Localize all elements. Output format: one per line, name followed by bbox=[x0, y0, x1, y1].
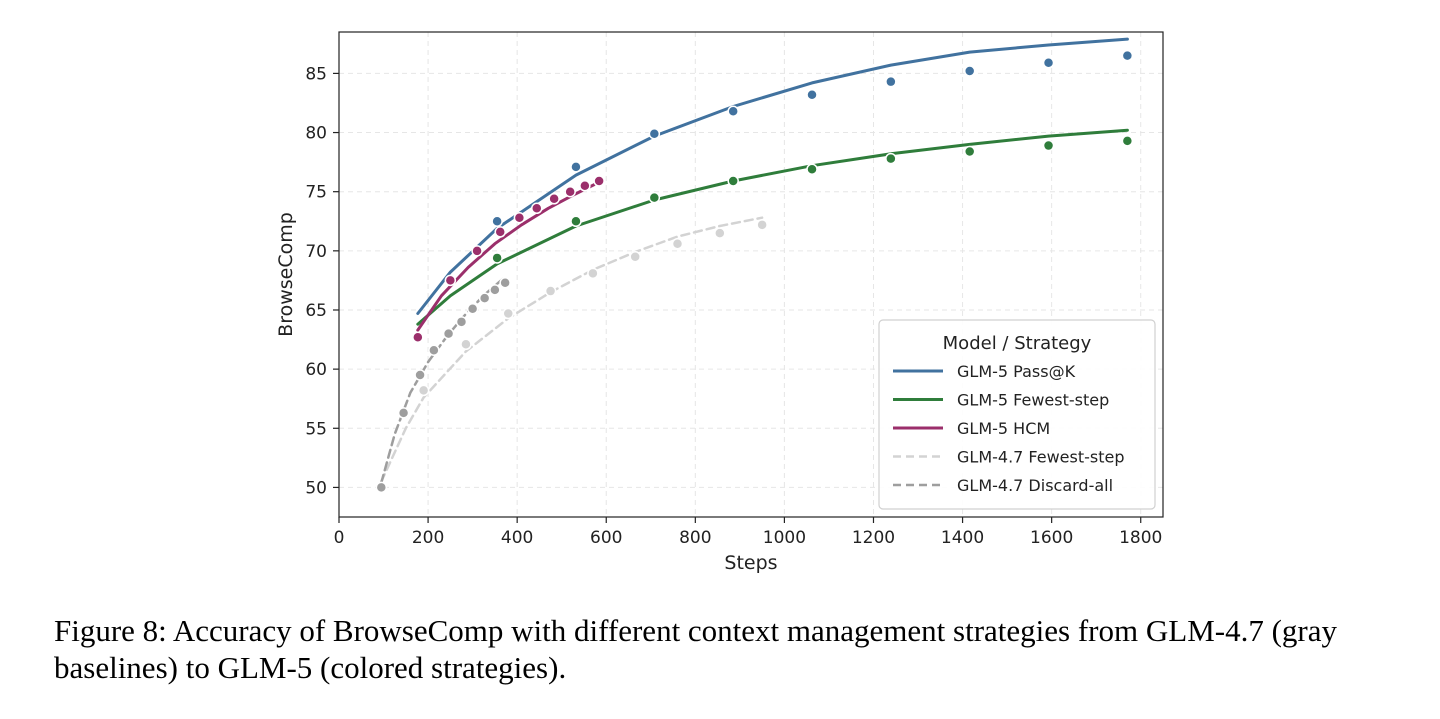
legend-title: Model / Strategy bbox=[943, 333, 1092, 354]
data-point bbox=[564, 185, 576, 198]
y-tick-label: 50 bbox=[305, 478, 327, 498]
data-point bbox=[806, 163, 818, 175]
data-point bbox=[714, 227, 726, 239]
data-point bbox=[412, 331, 424, 343]
data-point bbox=[375, 481, 388, 494]
x-tick-label: 800 bbox=[679, 528, 711, 548]
data-point bbox=[513, 211, 526, 224]
data-point bbox=[428, 344, 440, 356]
legend-label: GLM-5 HCM bbox=[957, 419, 1050, 438]
data-point bbox=[671, 237, 684, 250]
data-point bbox=[727, 105, 739, 118]
legend-label: GLM-4.7 Discard-all bbox=[957, 476, 1113, 495]
legend: Model / Strategy GLM-5 Pass@K GLM-5 Fewest… bbox=[878, 319, 1156, 510]
data-point bbox=[444, 274, 457, 287]
y-axis-ticks: 50 55 60 65 70 75 80 85 bbox=[305, 64, 339, 498]
data-point bbox=[579, 180, 591, 192]
x-tick-label: 1200 bbox=[852, 528, 895, 548]
data-point bbox=[466, 303, 479, 315]
x-tick-label: 1400 bbox=[941, 528, 984, 548]
data-point bbox=[471, 245, 483, 257]
data-point bbox=[397, 407, 410, 419]
data-point bbox=[648, 127, 661, 140]
browsecomp-chart: 0 200 400 600 800 1000 1200 1400 1600 1800 50 55 60 6… bbox=[275, 31, 1164, 574]
data-point bbox=[478, 292, 491, 304]
data-point bbox=[885, 152, 897, 165]
data-point bbox=[1121, 135, 1134, 147]
data-point bbox=[1121, 49, 1134, 62]
data-point bbox=[593, 175, 605, 187]
data-point bbox=[491, 215, 503, 228]
data-point bbox=[548, 193, 560, 205]
data-point bbox=[806, 88, 818, 101]
data-point bbox=[499, 277, 511, 289]
data-point bbox=[417, 384, 430, 397]
y-tick-label: 75 bbox=[305, 183, 327, 203]
data-point bbox=[491, 252, 503, 264]
data-points bbox=[375, 49, 1134, 494]
data-point bbox=[756, 219, 768, 231]
legend-label: GLM-5 Fewest-step bbox=[957, 391, 1109, 410]
data-point bbox=[570, 215, 582, 228]
y-axis-title: BrowseComp bbox=[275, 212, 297, 337]
data-point bbox=[587, 267, 599, 280]
y-tick-label: 65 bbox=[305, 301, 327, 321]
fit-line bbox=[416, 37, 1129, 315]
plot-frame bbox=[338, 31, 1164, 518]
x-tick-label: 0 bbox=[334, 528, 345, 548]
data-point bbox=[460, 338, 472, 351]
x-axis-ticks: 0 200 400 600 800 1000 1200 1400 1600 1800 bbox=[334, 517, 1162, 548]
data-point bbox=[963, 145, 976, 158]
data-point bbox=[570, 161, 582, 173]
fit-line bbox=[380, 275, 507, 484]
data-point bbox=[1042, 57, 1055, 69]
data-point bbox=[629, 251, 641, 263]
data-point bbox=[727, 175, 739, 187]
x-tick-label: 600 bbox=[590, 528, 622, 548]
x-tick-label: 400 bbox=[501, 528, 533, 548]
data-point bbox=[963, 65, 976, 77]
y-tick-label: 70 bbox=[305, 242, 327, 262]
legend-box bbox=[878, 319, 1156, 510]
figure-caption: Figure 8: Accuracy of BrowseComp with di… bbox=[54, 613, 1337, 685]
data-point bbox=[531, 202, 543, 215]
x-tick-label: 1800 bbox=[1119, 528, 1162, 548]
legend-label: GLM-4.7 Fewest-step bbox=[957, 448, 1125, 467]
data-point bbox=[414, 369, 426, 381]
y-tick-label: 80 bbox=[305, 124, 327, 144]
legend-label: GLM-5 Pass@K bbox=[957, 362, 1076, 381]
chart-figure: 0 200 400 600 800 1000 1200 1400 1600 1800 50 55 60 6… bbox=[275, 31, 1164, 574]
data-point bbox=[648, 191, 661, 204]
data-point bbox=[1042, 139, 1055, 152]
data-point bbox=[455, 316, 468, 328]
y-tick-label: 60 bbox=[305, 360, 327, 380]
data-point bbox=[885, 75, 897, 88]
data-point bbox=[502, 307, 515, 320]
x-tick-label: 1600 bbox=[1030, 528, 1073, 548]
y-tick-label: 85 bbox=[305, 64, 327, 84]
data-point bbox=[544, 285, 557, 297]
y-tick-label: 55 bbox=[305, 419, 327, 439]
x-tick-label: 200 bbox=[412, 528, 444, 548]
x-tick-label: 1000 bbox=[763, 528, 806, 548]
data-point bbox=[489, 284, 501, 296]
data-point bbox=[494, 226, 506, 238]
data-point bbox=[442, 327, 455, 340]
fit-line bbox=[416, 128, 1129, 326]
x-axis-title: Steps bbox=[724, 552, 777, 574]
